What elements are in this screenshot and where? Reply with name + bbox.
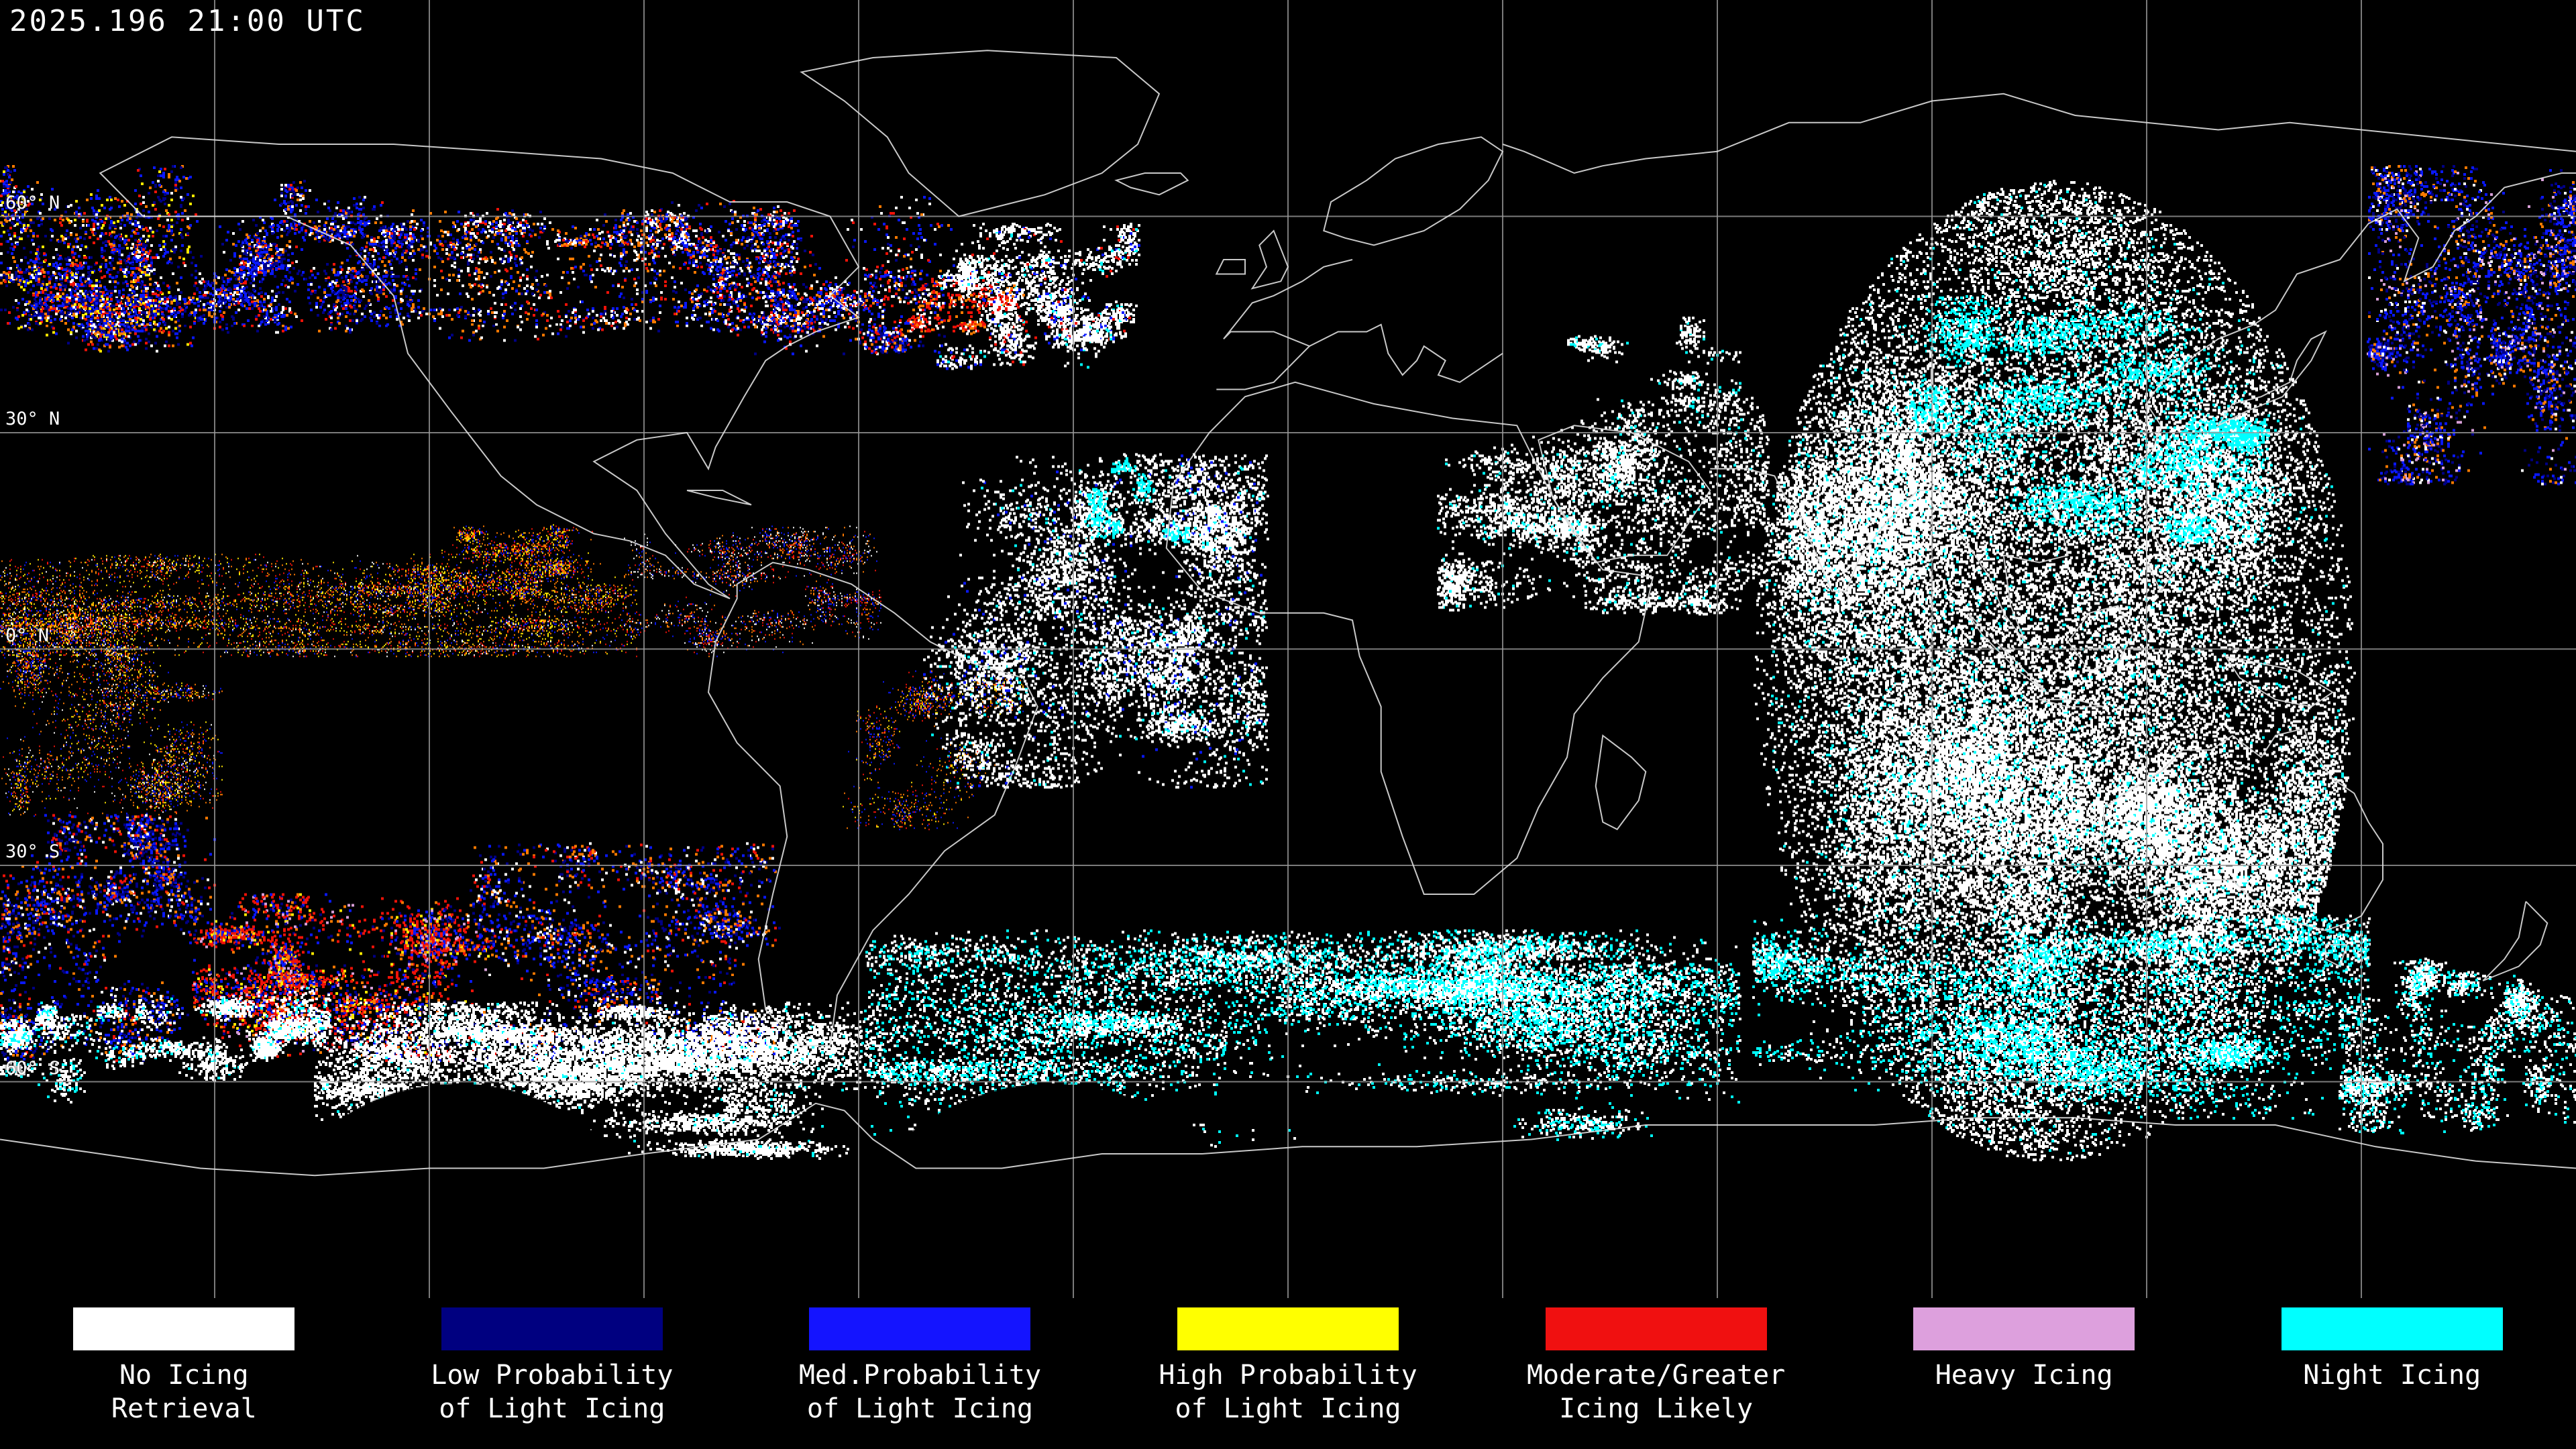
coastline-japan <box>2216 330 2327 427</box>
legend-label-night-icing: Night Icing <box>2303 1360 2481 1391</box>
coastline-scandinavia <box>1323 136 1504 246</box>
legend-item-no-icing-retrieval: No Icing Retrieval <box>0 1298 368 1449</box>
legend-swatch-no-icing-retrieval <box>73 1307 295 1350</box>
coastline-tasmania <box>2324 944 2349 967</box>
legend-label-no-icing-retrieval: No Icing Retrieval <box>111 1360 257 1424</box>
coastline-cuba <box>686 490 752 506</box>
legend-swatch-high-prob-light-icing <box>1177 1307 1399 1350</box>
lat-label-0n: 0° N <box>5 625 50 646</box>
legend-swatch-low-prob-light-icing <box>441 1307 663 1350</box>
legend-item-heavy-icing: Heavy Icing <box>1840 1298 2208 1449</box>
coastline-med-north <box>1309 323 1503 383</box>
legend-label-moderate-greater-icing: Moderate/Greater Icing Likely <box>1526 1360 1786 1424</box>
coastline-asia-north <box>1502 93 2576 174</box>
coastline-iceland <box>1114 172 1189 196</box>
lat-label-60n: 60° N <box>5 192 60 213</box>
coastline-britain <box>1250 229 1289 290</box>
legend-item-night-icing: Night Icing <box>2208 1298 2576 1449</box>
coastline-new-guinea <box>2224 655 2334 708</box>
legend-swatch-med-prob-light-icing <box>809 1307 1031 1350</box>
legend-label-med-prob-light-icing: Med.Probability of Light Icing <box>798 1360 1042 1424</box>
coastline-new-zealand <box>2482 901 2548 981</box>
legend-label-low-prob-light-icing: Low Probability of Light Icing <box>431 1360 674 1424</box>
coastline-north-america <box>99 136 861 600</box>
coastline-ireland <box>1215 259 1246 275</box>
legend-swatch-night-icing <box>2281 1307 2503 1350</box>
legend-item-high-prob-light-icing: High Probability of Light Icing <box>1104 1298 1472 1449</box>
legend-label-heavy-icing: Heavy Icing <box>1935 1360 2113 1391</box>
coastline-greenland <box>800 50 1161 217</box>
coastline-south-america <box>707 561 1038 1046</box>
lat-label-30s: 30° S <box>5 841 60 862</box>
legend-item-low-prob-light-icing: Low Probability of Light Icing <box>368 1298 737 1449</box>
timestamp-label: 2025.196 21:00 UTC <box>9 4 366 38</box>
coastline-madagascar <box>1595 734 1647 830</box>
coastline-java <box>2039 698 2104 708</box>
lat-label-30n: 30° N <box>5 409 60 429</box>
coastline-australia <box>2103 727 2383 931</box>
coastline-africa <box>1165 381 1654 895</box>
coastline-asia-south <box>1710 172 2576 643</box>
legend-label-high-prob-light-icing: High Probability of Light Icing <box>1159 1360 1417 1424</box>
legend-item-med-prob-light-icing: Med.Probability of Light Icing <box>736 1298 1104 1449</box>
coastline-borneo <box>2067 604 2133 672</box>
map-grid-coastlines <box>0 0 2576 1298</box>
legend-item-moderate-greater-icing: Moderate/Greater Icing Likely <box>1472 1298 1840 1449</box>
legend-bar: No Icing Retrieval Low Probability of Lig… <box>0 1298 2576 1449</box>
coastline-philippines <box>2146 519 2176 593</box>
coastline-antarctica <box>0 1102 2576 1177</box>
coastline-arabia <box>1538 425 1711 564</box>
legend-swatch-moderate-greater-icing <box>1545 1307 1767 1350</box>
icing-map: 2025.196 21:00 UTC 60° N 30° N 0° N 30° S 60… <box>0 0 2576 1298</box>
coastline-iberia <box>1216 259 1353 390</box>
lat-label-60s: 60° S <box>5 1057 60 1079</box>
legend-swatch-heavy-icing <box>1913 1307 2135 1350</box>
coastline-sumatra <box>1967 612 2047 693</box>
